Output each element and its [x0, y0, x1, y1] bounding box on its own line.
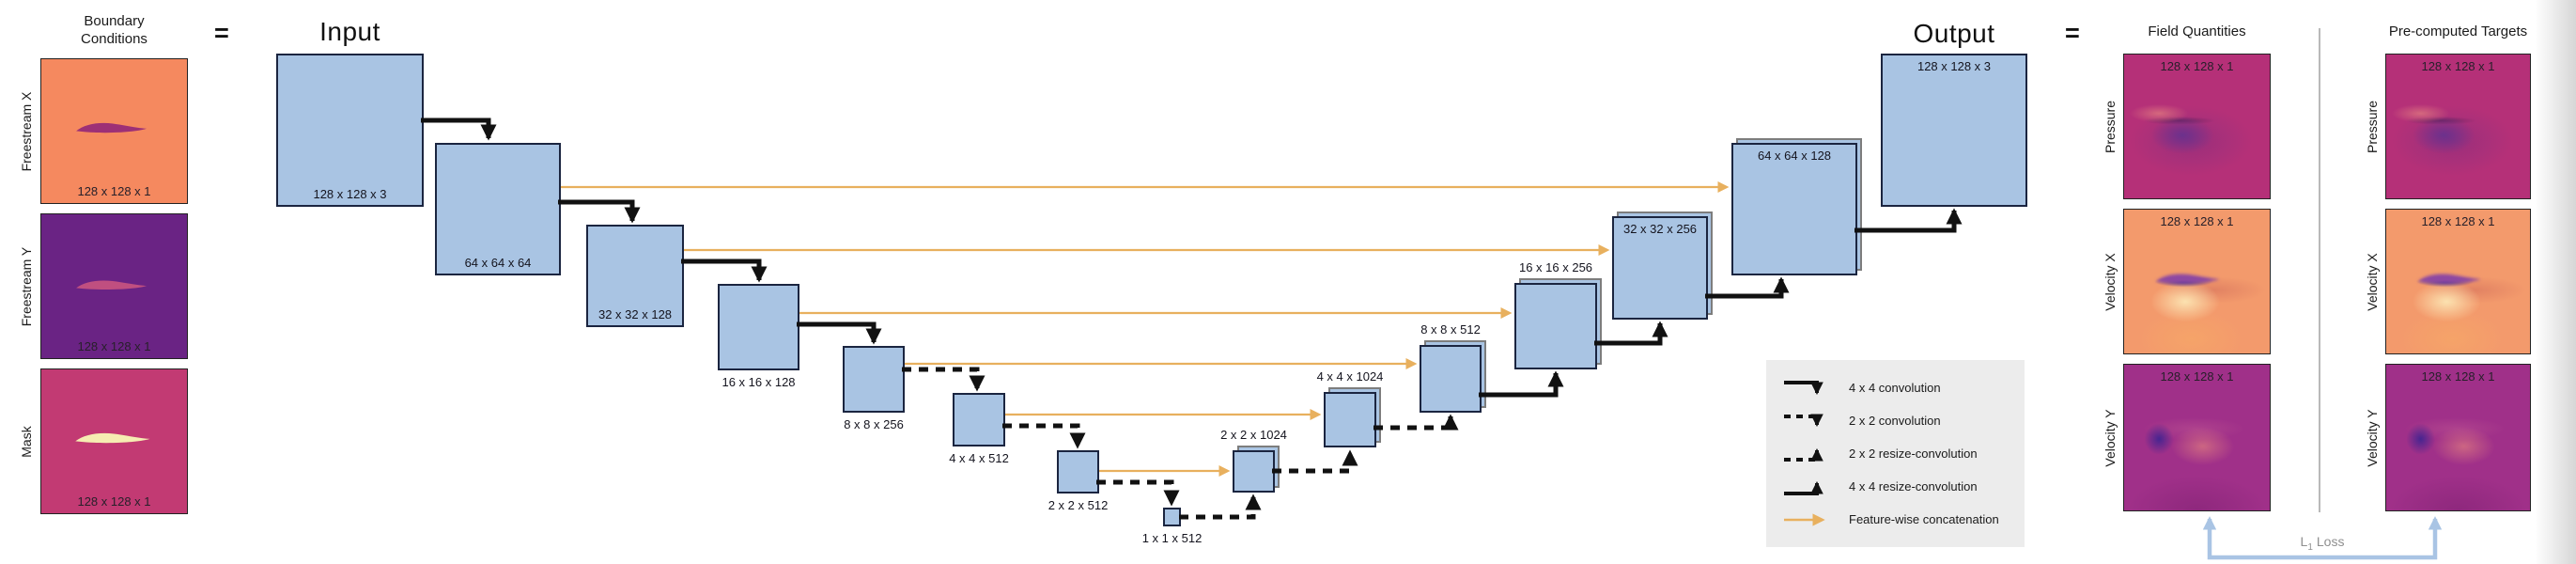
- block-dims: 64 x 64 x 64: [464, 256, 532, 270]
- legend-row: Feature-wise concatenation: [1781, 508, 2017, 532]
- solid-down-arrow-icon: [1784, 380, 1823, 395]
- image-dims: 128 x 128 x 1: [2421, 214, 2495, 228]
- orange-right-arrow-icon: [1784, 512, 1825, 526]
- unet-block-input: 128 x 128 x 3: [276, 54, 424, 207]
- legend-row: 4 x 4 resize-convolution: [1781, 475, 2017, 499]
- block-dims: 4 x 4 x 512: [949, 451, 1009, 465]
- airfoil-silhouette: [2155, 274, 2220, 284]
- unet-block-dec16: 16 x 16 x 256: [1514, 260, 1602, 369]
- unet-block-dec8: 8 x 8 x 512: [1420, 322, 1486, 413]
- block-dims: 32 x 32 x 128: [597, 307, 673, 321]
- loss-subscript: 1: [2307, 541, 2313, 553]
- freestream-x-dims: 128 x 128 x 1: [77, 184, 151, 198]
- unet-block-bottleneck: 1 x 1 x 512: [1142, 508, 1202, 545]
- block-dims: 2 x 2 x 512: [1047, 498, 1109, 512]
- block-dims: 8 x 8 x 512: [1420, 322, 1481, 337]
- airfoil-silhouette: [76, 122, 147, 133]
- freestream-y-dims: 128 x 128 x 1: [77, 339, 151, 353]
- freestream-x-image: 128 x 128 x 1: [40, 58, 188, 204]
- unet-block-enc32: 32 x 32 x 128: [586, 225, 684, 327]
- unet-block-dec2: 2 x 2 x 1024: [1220, 428, 1287, 493]
- unet-block-enc8: 8 x 8 x 256: [843, 346, 905, 431]
- mask-label: Mask: [19, 426, 34, 458]
- target-velocity-x-image: 128 x 128 x 1: [2385, 209, 2531, 354]
- legend-row: 2 x 2 convolution: [1781, 409, 2017, 433]
- legend-row: 2 x 2 resize-convolution: [1781, 442, 2017, 466]
- block-dims: 1 x 1 x 512: [1141, 531, 1203, 545]
- pressure-label: Pressure: [2365, 100, 2380, 154]
- block-dims: 128 x 128 x 3: [1916, 59, 1992, 73]
- velocity-x-label: Velocity X: [2365, 253, 2380, 311]
- legend-row: 4 x 4 convolution: [1781, 376, 2017, 400]
- image-dims: 128 x 128 x 1: [2421, 59, 2495, 73]
- airfoil-silhouette: [76, 280, 147, 290]
- target-pressure-image: 128 x 128 x 1: [2385, 54, 2531, 199]
- boundary-title-line2: Conditions: [81, 30, 147, 47]
- dashed-up-arrow-icon: [1784, 447, 1823, 462]
- field-quantities-title: Field Quantities: [2148, 24, 2246, 39]
- output-title: Output: [1913, 19, 1995, 48]
- unet-block-dec4: 4 x 4 x 1024: [1317, 369, 1383, 447]
- freestream-y-label: Freestream Y: [19, 246, 34, 327]
- mask-image: 128 x 128 x 1: [40, 368, 188, 514]
- block-dims: 4 x 4 x 1024: [1316, 369, 1384, 384]
- unet-block-enc64: 64 x 64 x 64: [435, 143, 561, 275]
- loss-rest: Loss: [2316, 534, 2345, 549]
- image-dims: 128 x 128 x 1: [2160, 59, 2234, 73]
- freestream-x-label: Freestream X: [19, 91, 34, 172]
- unet-block-enc4: 4 x 4 x 512: [949, 393, 1009, 465]
- block-dims: 16 x 16 x 128: [722, 375, 796, 389]
- image-dims: 128 x 128 x 1: [2160, 214, 2234, 228]
- legend-label: 4 x 4 resize-convolution: [1849, 479, 1978, 494]
- legend-label: 2 x 2 resize-convolution: [1849, 446, 1978, 461]
- block-dims: 16 x 16 x 256: [1518, 260, 1593, 274]
- field-pressure-image: 128 x 128 x 1: [2123, 54, 2271, 199]
- legend-label: Feature-wise concatenation: [1849, 512, 1999, 526]
- conv2-arrows: [902, 367, 1180, 507]
- dashed-down-arrow-icon: [1784, 413, 1823, 427]
- block-dims: 2 x 2 x 1024: [1220, 428, 1287, 442]
- precomputed-targets-title: Pre-computed Targets: [2388, 24, 2528, 39]
- solid-up-arrow-icon: [1784, 480, 1823, 495]
- pressure-label: Pressure: [2103, 100, 2118, 154]
- unet-block-output: 128 x 128 x 3: [1881, 54, 2027, 207]
- column-divider: [2319, 28, 2320, 512]
- unet-block-dec32: 32 x 32 x 256: [1612, 212, 1713, 320]
- unet-block-enc2: 2 x 2 x 512: [1048, 450, 1108, 512]
- unet-block-enc16: 16 x 16 x 128: [718, 284, 799, 389]
- velocity-y-label: Velocity Y: [2365, 409, 2380, 467]
- legend-label: 4 x 4 convolution: [1849, 381, 1941, 395]
- block-dims: 32 x 32 x 256: [1622, 222, 1698, 236]
- block-dims: 64 x 64 x 128: [1757, 149, 1832, 163]
- l1-loss-label: L1 Loss: [2228, 534, 2416, 553]
- boundary-title-line1: Boundary: [84, 13, 145, 29]
- legend-box: 4 x 4 convolution 2 x 2 convolution 2 x …: [1766, 360, 2025, 547]
- mask-dims: 128 x 128 x 1: [77, 494, 151, 509]
- input-title: Input: [319, 17, 380, 46]
- freestream-y-image: 128 x 128 x 1: [40, 213, 188, 359]
- image-dims: 128 x 128 x 1: [2160, 369, 2234, 384]
- unet-block-dec64: 64 x 64 x 128: [1731, 138, 1862, 275]
- target-velocity-y-image: 128 x 128 x 1: [2385, 364, 2531, 511]
- field-velocity-x-image: 128 x 128 x 1: [2123, 209, 2271, 354]
- airfoil-silhouette: [2417, 274, 2481, 284]
- equals-sign-left: =: [214, 19, 229, 47]
- block-dims: 128 x 128 x 3: [313, 187, 387, 201]
- field-velocity-y-image: 128 x 128 x 1: [2123, 364, 2271, 511]
- equals-sign-right: =: [2065, 19, 2080, 47]
- block-dims: 8 x 8 x 256: [844, 417, 904, 431]
- velocity-y-label: Velocity Y: [2103, 409, 2118, 467]
- legend-label: 2 x 2 convolution: [1849, 414, 1941, 428]
- page-edge-shading: [2535, 0, 2576, 564]
- airfoil-silhouette: [74, 432, 150, 443]
- velocity-x-label: Velocity X: [2103, 253, 2118, 311]
- boundary-conditions-title: Boundary Conditions: [40, 13, 188, 49]
- image-dims: 128 x 128 x 1: [2421, 369, 2495, 384]
